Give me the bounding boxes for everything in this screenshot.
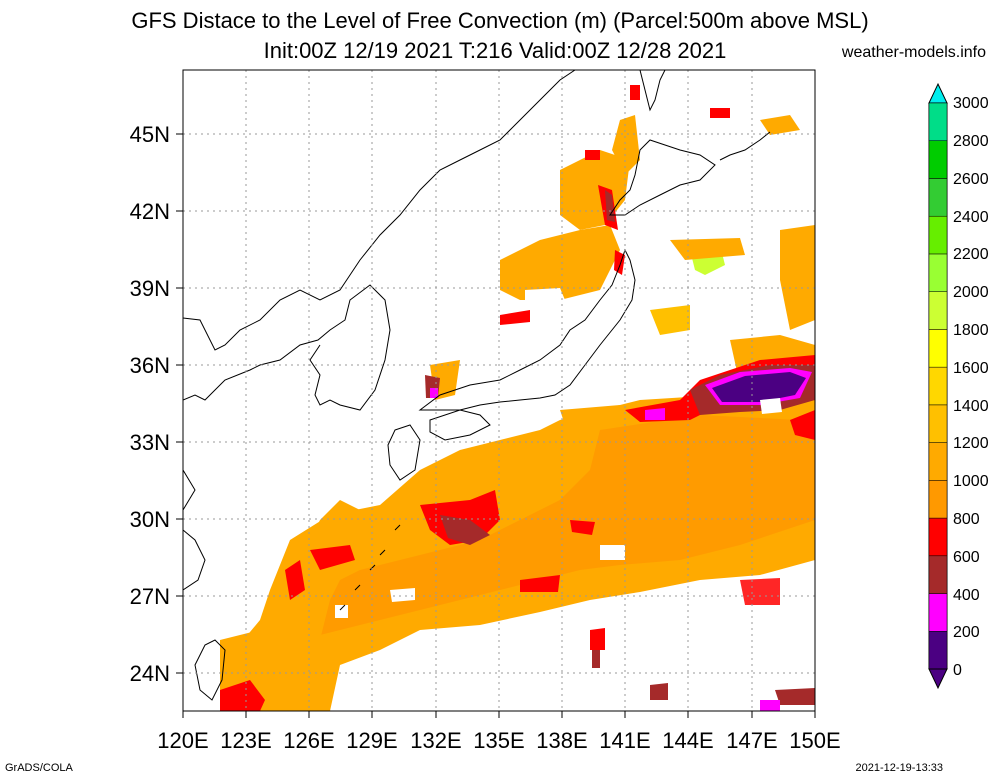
legend-label-2200: 2200 — [953, 246, 989, 263]
legend-label-1000: 1000 — [953, 473, 989, 490]
legend-label-400: 400 — [953, 587, 980, 604]
legend-label-1600: 1600 — [953, 360, 989, 377]
legend-label-1200: 1200 — [953, 435, 989, 452]
legend-label-0: 0 — [953, 662, 962, 679]
x-tick-132e: 132E — [410, 728, 461, 753]
y-tick-36n: 36N — [130, 353, 170, 378]
x-tick-150e: 150E — [789, 728, 840, 753]
y-tick-30n: 30N — [130, 507, 170, 532]
x-tick-123e: 123E — [220, 728, 271, 753]
site-credit: weather-models.info — [841, 44, 986, 61]
legend-swatch-600 — [928, 517, 948, 557]
legend-swatch-2800 — [928, 102, 948, 141]
legend-swatch-1000 — [928, 442, 948, 481]
legend-label-2600: 2600 — [953, 171, 989, 188]
legend-swatch-1200 — [928, 404, 948, 443]
tick-marks — [176, 133, 816, 718]
generated-timestamp: 2021-12-19-13:33 — [855, 762, 943, 774]
software-credit: GrADS/COLA — [5, 762, 73, 774]
legend-label-800: 800 — [953, 511, 980, 528]
y-tick-33n: 33N — [130, 430, 170, 455]
legend-label-1800: 1800 — [953, 322, 989, 339]
legend-swatch-400 — [928, 555, 948, 594]
legend-swatch-1800 — [928, 291, 948, 330]
legend-label-2800: 2800 — [953, 133, 989, 150]
legend-label-2000: 2000 — [953, 284, 989, 301]
map-subtitle: Init:00Z 12/19 2021 T:216 Valid:00Z 12/2… — [263, 38, 727, 63]
x-tick-141e: 141E — [599, 728, 650, 753]
x-tick-147e: 147E — [726, 728, 777, 753]
y-tick-42n: 42N — [130, 199, 170, 224]
x-tick-126e: 126E — [283, 728, 334, 753]
legend-swatch-2000 — [928, 253, 948, 292]
legend-top-arrow — [928, 82, 948, 104]
y-tick-39n: 39N — [130, 276, 170, 301]
legend-label-1400: 1400 — [953, 398, 989, 415]
x-tick-129e: 129E — [346, 728, 397, 753]
y-tick-24n: 24N — [130, 661, 170, 686]
legend-label-2400: 2400 — [953, 209, 989, 226]
x-tick-135e: 135E — [473, 728, 524, 753]
x-tick-144e: 144E — [662, 728, 713, 753]
legend-bottom-arrow — [928, 668, 948, 690]
legend-swatch-0 — [928, 631, 948, 670]
legend-swatch-1400 — [928, 366, 948, 406]
lfc-field — [220, 85, 815, 711]
legend-swatch-2400 — [928, 178, 948, 217]
legend-swatch-800 — [928, 480, 948, 519]
legend-swatch-1600 — [928, 329, 948, 368]
legend-swatch-200 — [928, 593, 948, 632]
legend-label-200: 200 — [953, 624, 980, 641]
color-legend: 0 200 400 600 800 1000 1200 1400 1600 18… — [928, 82, 989, 690]
coastlines — [183, 70, 771, 701]
legend-label-600: 600 — [953, 549, 980, 566]
x-tick-138e: 138E — [536, 728, 587, 753]
graticule — [183, 70, 815, 711]
y-tick-45n: 45N — [130, 122, 170, 147]
legend-swatch-2600 — [928, 140, 948, 179]
x-tick-120e: 120E — [157, 728, 208, 753]
y-tick-27n: 27N — [130, 584, 170, 609]
legend-label-3000: 3000 — [953, 95, 989, 112]
map-title: GFS Distace to the Level of Free Convect… — [131, 8, 869, 33]
legend-swatch-2200 — [928, 215, 948, 255]
